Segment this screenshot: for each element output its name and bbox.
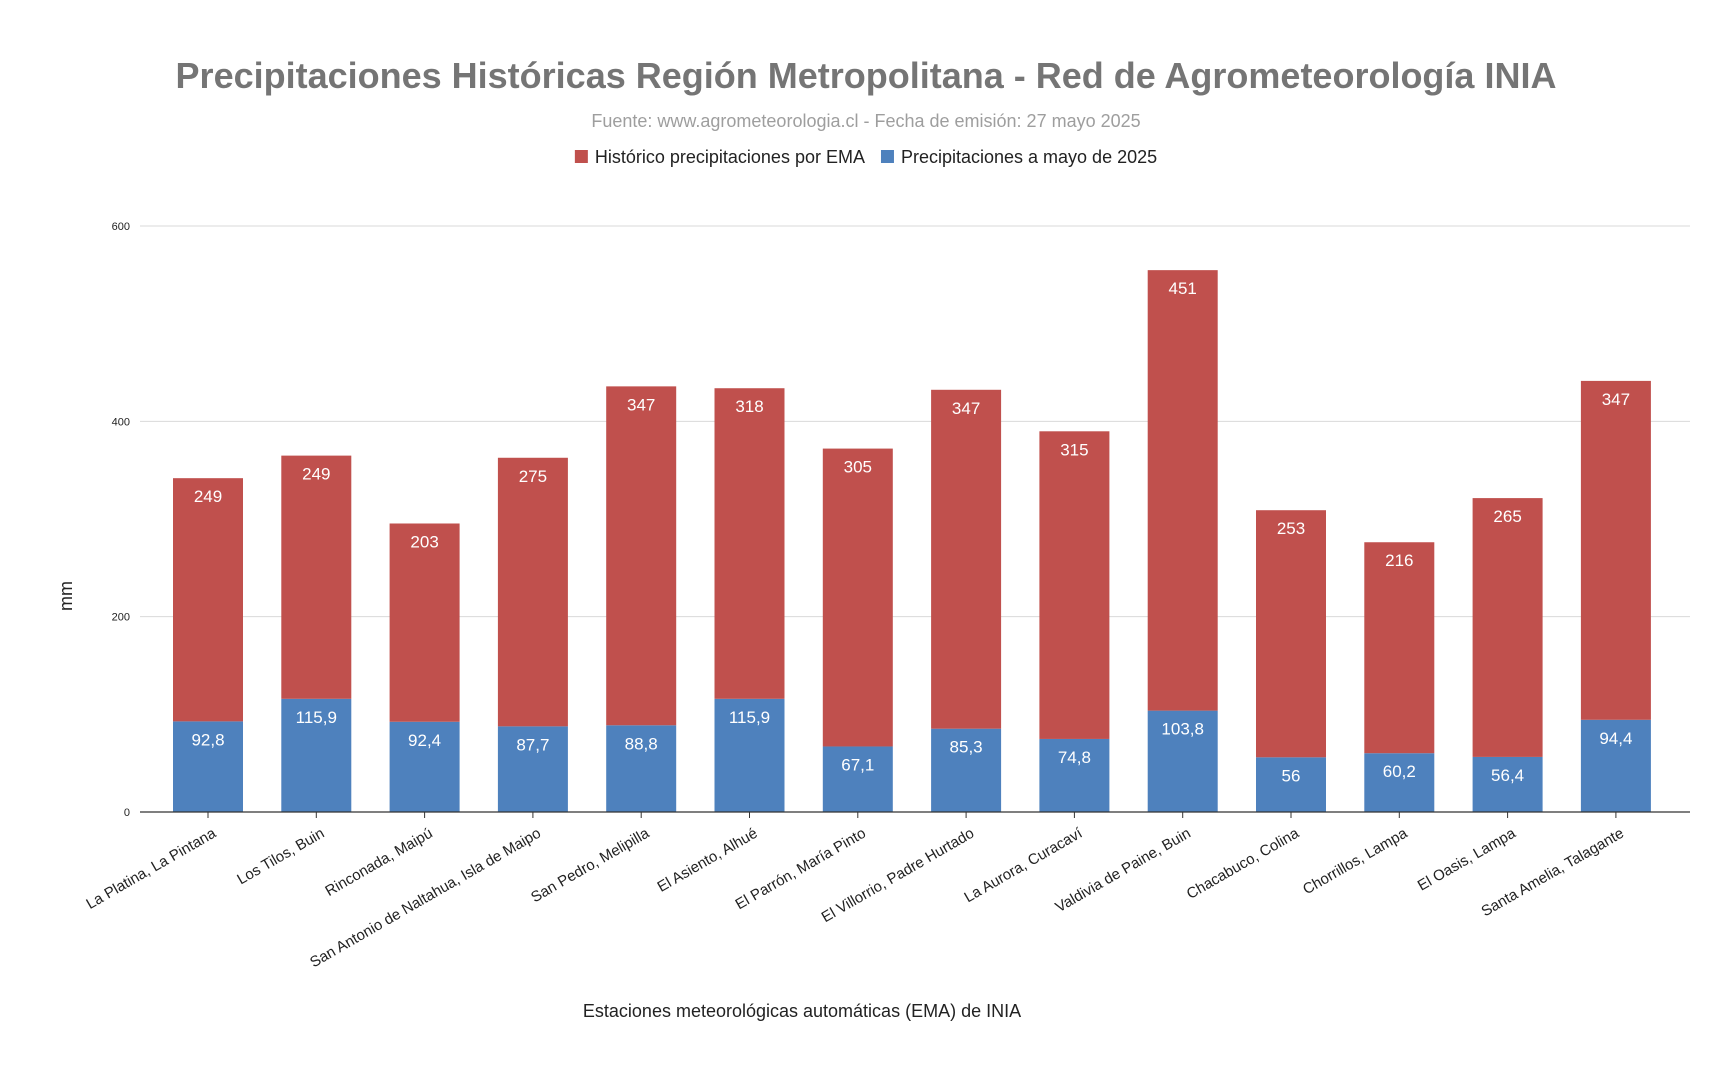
legend-item: Precipitaciones a mayo de 2025: [880, 147, 1157, 167]
bar-historic: [931, 389, 1002, 729]
bar-historic: [1472, 498, 1543, 757]
x-tick-label: San Pedro, Melipilla: [528, 824, 653, 906]
data-label-historic: 249: [194, 487, 222, 506]
bar-may-2025: [389, 721, 460, 812]
bar-may-2025: [1147, 710, 1218, 812]
x-tick-label: Rinconada, Maipú: [322, 825, 435, 900]
bar-historic: [822, 448, 893, 747]
data-label-may-2025: 103,8: [1161, 720, 1204, 739]
data-label-may-2025: 92,4: [408, 731, 441, 750]
bar-historic: [1256, 510, 1326, 758]
bar-may-2025: [1256, 757, 1326, 812]
legend-swatch: [880, 150, 894, 163]
legend-swatch: [574, 150, 588, 163]
bar-historic: [1580, 380, 1651, 720]
data-label-historic: 347: [952, 399, 980, 418]
bars-group: [173, 270, 1651, 812]
data-label-may-2025: 115,9: [729, 708, 770, 727]
data-label-historic: 216: [1385, 551, 1413, 570]
y-tick-label: 600: [112, 221, 130, 233]
data-label-may-2025: 56,4: [1491, 766, 1524, 785]
data-label-may-2025: 88,8: [625, 734, 658, 753]
x-tick-label: Chacabuco, Colina: [1184, 824, 1303, 902]
data-label-may-2025: 74,8: [1058, 748, 1091, 767]
bar-may-2025: [1580, 719, 1651, 812]
chart-legend: Histórico precipitaciones por EMA Precipi…: [574, 147, 1157, 167]
bar-may-2025: [1364, 753, 1435, 812]
data-label-may-2025: 67,1: [841, 755, 874, 774]
data-label-may-2025: 92,8: [191, 730, 224, 749]
bar-may-2025: [497, 726, 568, 812]
y-tick-label: 0: [124, 807, 130, 819]
bar-historic: [173, 478, 243, 722]
bar-historic: [389, 523, 460, 722]
bar-may-2025: [606, 725, 677, 812]
x-tick-label: El Asiento, Alhué: [654, 825, 760, 896]
bar-may-2025: [1039, 738, 1110, 812]
bar-historic: [1039, 431, 1110, 739]
data-label-historic: 347: [627, 395, 655, 414]
data-label-historic: 451: [1169, 279, 1197, 298]
data-label-historic: 249: [302, 465, 330, 484]
x-tick-label: La Platina, La Pintana: [83, 824, 219, 912]
data-label-historic: 253: [1277, 519, 1305, 538]
data-labels-group: 92,8 249 115,9 249 92,4 203 87,7 275 88,8 347 115,…: [191, 279, 1632, 785]
data-label-historic: 318: [735, 397, 763, 416]
data-label-may-2025: 87,7: [516, 735, 549, 754]
data-label-historic: 347: [1602, 390, 1630, 409]
x-tick-label: Los Tilos, Buin: [234, 825, 327, 889]
data-label-may-2025: 94,4: [1599, 729, 1632, 748]
bar-historic: [1364, 542, 1435, 754]
legend-item: Histórico precipitaciones por EMA: [574, 147, 865, 167]
data-label-historic: 315: [1060, 440, 1088, 459]
bar-may-2025: [714, 698, 785, 812]
bar-may-2025: [931, 728, 1002, 812]
bar-may-2025: [281, 698, 352, 812]
y-tick-label: 400: [112, 416, 130, 428]
data-label-may-2025: 85,3: [950, 738, 983, 757]
bar-historic: [497, 457, 568, 727]
chart-subtitle: Fuente: www.agrometeorologia.cl - Fecha …: [591, 111, 1140, 131]
bar-historic: [281, 455, 352, 699]
bar-historic: [606, 386, 677, 726]
y-axis-title: mm: [56, 581, 76, 611]
data-label-historic: 203: [410, 532, 438, 551]
x-axis-title: Estaciones meteorológicas automáticas (E…: [583, 1001, 1021, 1021]
bar-may-2025: [1472, 756, 1543, 812]
legend-label: Histórico precipitaciones por EMA: [595, 147, 865, 167]
data-label-may-2025: 115,9: [296, 708, 337, 727]
legend-label: Precipitaciones a mayo de 2025: [901, 147, 1157, 167]
data-label-may-2025: 56: [1282, 766, 1301, 785]
data-label-historic: 305: [844, 458, 872, 477]
data-label-historic: 265: [1493, 507, 1521, 526]
chart-title: Precipitaciones Históricas Región Metrop…: [176, 55, 1557, 96]
x-tick-label: El Oasis, Lampa: [1415, 824, 1519, 894]
y-tick-label: 200: [112, 612, 130, 624]
x-axis: La Platina, La Pintana Los Tilos, BuinRin…: [83, 811, 1690, 971]
bar-may-2025: [173, 721, 243, 812]
data-label-historic: 275: [519, 467, 547, 486]
x-tick-label: San Antonio de Naltahua, Isla de Maipo: [307, 825, 544, 971]
bar-historic: [1147, 270, 1218, 711]
x-tick-label: Chorrillos, Lampa: [1300, 824, 1411, 898]
bar-historic: [714, 388, 785, 699]
bar-may-2025: [822, 746, 893, 812]
data-label-may-2025: 60,2: [1383, 762, 1416, 781]
